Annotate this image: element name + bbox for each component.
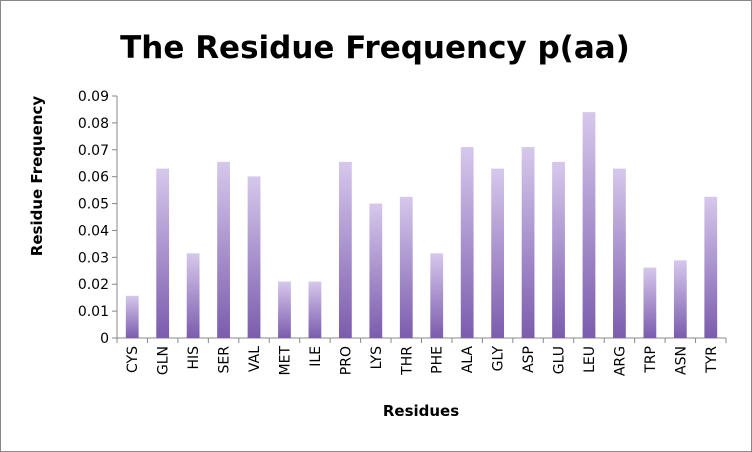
bar-lys — [369, 203, 383, 338]
x-axis-title: Residues — [383, 402, 459, 420]
x-tick-label-trp: TRP — [643, 346, 659, 374]
y-tick-label: 0.04 — [78, 223, 109, 239]
x-tick-label-glu: GLU — [552, 346, 568, 374]
bar-arg — [613, 168, 626, 338]
bar-leu — [582, 112, 596, 338]
x-tick-label-arg: ARG — [612, 346, 628, 376]
x-tick-label-gly: GLY — [491, 346, 507, 372]
x-tick-label-asp: ASP — [521, 346, 537, 373]
x-tick-label-val: VAL — [247, 346, 263, 372]
x-tick-label-gln: GLN — [156, 346, 172, 375]
y-tick-label: 0 — [100, 331, 109, 347]
bar-thr — [399, 196, 413, 338]
y-tick-label: 0.03 — [78, 250, 109, 266]
bar-asn — [673, 260, 687, 338]
bar-ser — [217, 161, 230, 338]
x-tick-label-lys: LYS — [369, 346, 385, 369]
y-tick-label: 0.07 — [78, 143, 109, 159]
bar-met — [278, 281, 291, 338]
bar-pro — [338, 161, 352, 338]
x-tick-label-tyr: TYR — [704, 346, 720, 374]
y-tick-label: 0.01 — [78, 304, 109, 320]
y-tick-label: 0.09 — [78, 89, 109, 105]
bar-val — [247, 176, 261, 338]
x-tick-label-leu: LEU — [582, 346, 598, 373]
bar-glu — [552, 161, 565, 338]
bar-cys — [125, 295, 139, 338]
x-tick-label-thr: THR — [399, 346, 415, 376]
x-tick-label-ile: ILE — [308, 346, 324, 367]
bar-ile — [308, 281, 322, 338]
x-tick-label-met: MET — [277, 346, 293, 376]
x-tick-label-asn: ASN — [673, 346, 689, 375]
bar-trp — [643, 267, 657, 338]
chart-title: The Residue Frequency p(aa) — [120, 30, 630, 66]
x-tick-label-pro: PRO — [338, 346, 354, 375]
bar-his — [186, 253, 200, 338]
bar-gln — [156, 168, 170, 338]
y-tick-label: 0.06 — [78, 170, 109, 186]
x-tick-label-ser: SER — [217, 346, 233, 374]
bar-ala — [460, 147, 474, 338]
x-tick-label-cys: CYS — [125, 346, 141, 373]
y-tick-label: 0.02 — [78, 277, 109, 293]
bar-asp — [521, 147, 535, 338]
y-axis-title: Residue Frequency — [28, 96, 46, 257]
y-tick-label: 0.08 — [78, 116, 109, 132]
bar-phe — [430, 253, 444, 338]
bar-gly — [491, 168, 505, 338]
x-tick-label-phe: PHE — [430, 346, 446, 374]
bar-tyr — [704, 196, 718, 338]
x-tick-label-his: HIS — [186, 346, 202, 370]
y-tick-label: 0.05 — [78, 197, 109, 213]
x-tick-label-ala: ALA — [460, 346, 476, 374]
